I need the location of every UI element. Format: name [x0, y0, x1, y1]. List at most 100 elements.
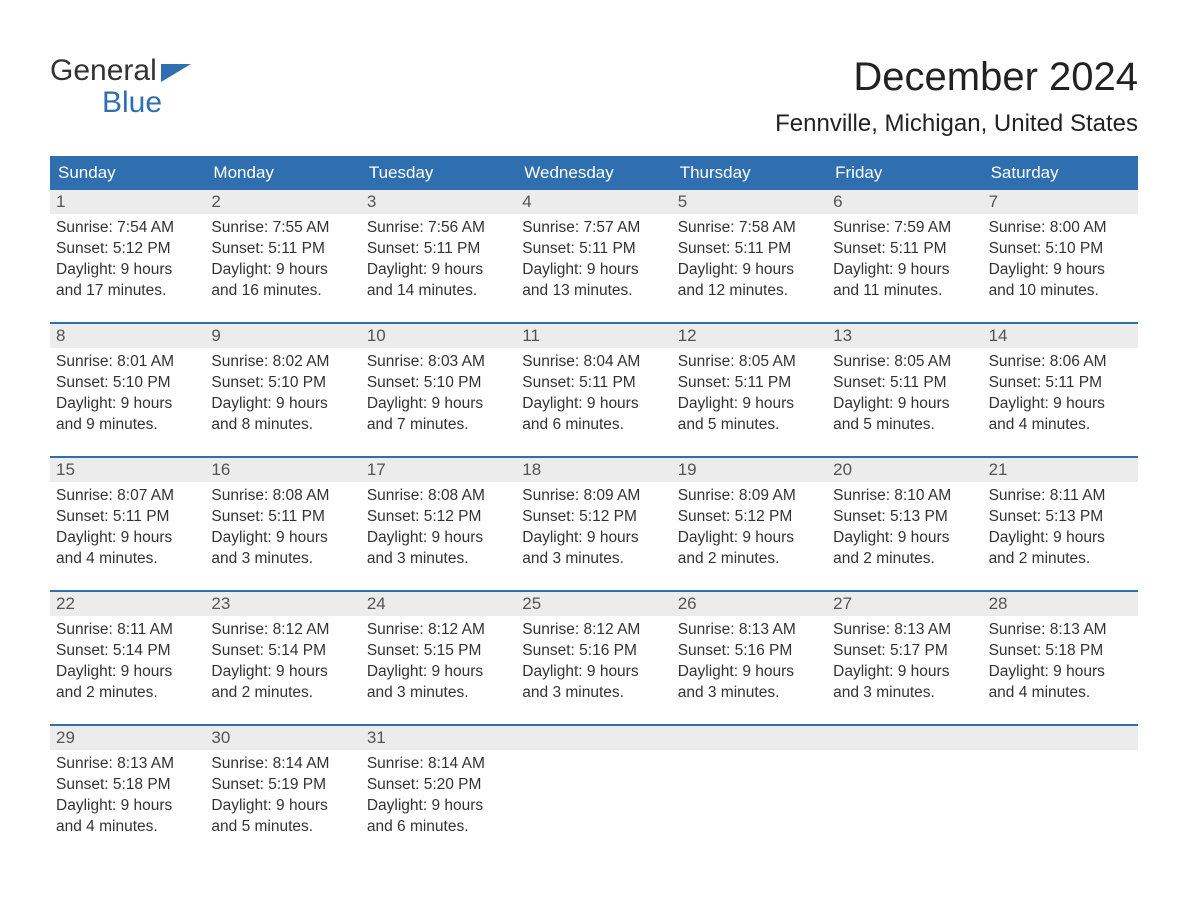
date-number	[516, 726, 671, 750]
logo-text-top: General	[50, 55, 157, 87]
sunset-text: Sunset: 5:11 PM	[211, 507, 354, 528]
sunrise-text: Sunrise: 8:09 AM	[522, 486, 665, 507]
daylight-text: Daylight: 9 hours	[367, 662, 510, 683]
sunrise-text: Sunrise: 8:09 AM	[678, 486, 821, 507]
day-cell	[672, 750, 827, 852]
sunrise-text: Sunrise: 8:07 AM	[56, 486, 199, 507]
sunset-text: Sunset: 5:12 PM	[522, 507, 665, 528]
daylight-text: Daylight: 9 hours	[989, 662, 1132, 683]
day-cell: Sunrise: 8:11 AM Sunset: 5:14 PM Dayligh…	[50, 616, 205, 718]
sunset-text: Sunset: 5:12 PM	[678, 507, 821, 528]
sunrise-text: Sunrise: 8:11 AM	[56, 620, 199, 641]
daylight-text: Daylight: 9 hours	[211, 394, 354, 415]
daylight-text: Daylight: 9 hours	[678, 260, 821, 281]
daylight-text: and 17 minutes.	[56, 281, 199, 302]
date-number: 9	[205, 324, 360, 348]
daylight-text: and 3 minutes.	[678, 683, 821, 704]
sunset-text: Sunset: 5:14 PM	[211, 641, 354, 662]
logo-flag-icon	[161, 60, 191, 82]
weekday-header: Sunday	[50, 156, 205, 190]
sunset-text: Sunset: 5:16 PM	[678, 641, 821, 662]
daylight-text: and 6 minutes.	[522, 415, 665, 436]
daylight-text: and 9 minutes.	[56, 415, 199, 436]
daylight-text: Daylight: 9 hours	[367, 796, 510, 817]
daylight-text: and 3 minutes.	[833, 683, 976, 704]
date-number	[983, 726, 1138, 750]
week-block: 15 16 17 18 19 20 21 Sunrise: 8:07 AM Su…	[50, 456, 1138, 590]
header: General Blue December 2024 Fennville, Mi…	[50, 55, 1138, 138]
day-cell: Sunrise: 8:03 AM Sunset: 5:10 PM Dayligh…	[361, 348, 516, 450]
day-cell: Sunrise: 8:11 AM Sunset: 5:13 PM Dayligh…	[983, 482, 1138, 584]
date-number: 24	[361, 592, 516, 616]
sunrise-text: Sunrise: 8:01 AM	[56, 352, 199, 373]
day-cell: Sunrise: 7:59 AM Sunset: 5:11 PM Dayligh…	[827, 214, 982, 316]
content-row: Sunrise: 8:01 AM Sunset: 5:10 PM Dayligh…	[50, 348, 1138, 456]
sunrise-text: Sunrise: 7:55 AM	[211, 218, 354, 239]
date-row: 15 16 17 18 19 20 21	[50, 458, 1138, 482]
weekday-header: Wednesday	[516, 156, 671, 190]
sunset-text: Sunset: 5:11 PM	[833, 239, 976, 260]
sunset-text: Sunset: 5:18 PM	[56, 775, 199, 796]
day-cell: Sunrise: 8:09 AM Sunset: 5:12 PM Dayligh…	[672, 482, 827, 584]
daylight-text: Daylight: 9 hours	[522, 662, 665, 683]
sunrise-text: Sunrise: 8:11 AM	[989, 486, 1132, 507]
day-cell: Sunrise: 7:57 AM Sunset: 5:11 PM Dayligh…	[516, 214, 671, 316]
sunset-text: Sunset: 5:18 PM	[989, 641, 1132, 662]
date-number: 18	[516, 458, 671, 482]
date-number: 7	[983, 190, 1138, 214]
week-block: 8 9 10 11 12 13 14 Sunrise: 8:01 AM Suns…	[50, 322, 1138, 456]
date-number: 20	[827, 458, 982, 482]
logo-text-bottom: Blue	[50, 87, 191, 119]
sunrise-text: Sunrise: 7:54 AM	[56, 218, 199, 239]
daylight-text: and 6 minutes.	[367, 817, 510, 838]
sunrise-text: Sunrise: 8:02 AM	[211, 352, 354, 373]
weekday-header: Thursday	[672, 156, 827, 190]
day-cell: Sunrise: 8:07 AM Sunset: 5:11 PM Dayligh…	[50, 482, 205, 584]
weekday-header: Friday	[827, 156, 982, 190]
daylight-text: Daylight: 9 hours	[678, 394, 821, 415]
daylight-text: Daylight: 9 hours	[833, 662, 976, 683]
daylight-text: and 2 minutes.	[989, 549, 1132, 570]
daylight-text: Daylight: 9 hours	[833, 394, 976, 415]
content-row: Sunrise: 8:07 AM Sunset: 5:11 PM Dayligh…	[50, 482, 1138, 590]
weekday-header-row: Sunday Monday Tuesday Wednesday Thursday…	[50, 156, 1138, 190]
daylight-text: Daylight: 9 hours	[522, 528, 665, 549]
sunset-text: Sunset: 5:11 PM	[522, 239, 665, 260]
daylight-text: Daylight: 9 hours	[56, 260, 199, 281]
day-cell: Sunrise: 7:55 AM Sunset: 5:11 PM Dayligh…	[205, 214, 360, 316]
date-number: 6	[827, 190, 982, 214]
sunrise-text: Sunrise: 8:10 AM	[833, 486, 976, 507]
sunrise-text: Sunrise: 8:04 AM	[522, 352, 665, 373]
daylight-text: Daylight: 9 hours	[211, 662, 354, 683]
daylight-text: Daylight: 9 hours	[56, 796, 199, 817]
daylight-text: Daylight: 9 hours	[989, 528, 1132, 549]
day-cell: Sunrise: 8:00 AM Sunset: 5:10 PM Dayligh…	[983, 214, 1138, 316]
sunrise-text: Sunrise: 8:14 AM	[367, 754, 510, 775]
daylight-text: and 5 minutes.	[833, 415, 976, 436]
sunrise-text: Sunrise: 8:08 AM	[211, 486, 354, 507]
daylight-text: Daylight: 9 hours	[367, 528, 510, 549]
sunset-text: Sunset: 5:13 PM	[833, 507, 976, 528]
daylight-text: and 14 minutes.	[367, 281, 510, 302]
daylight-text: and 3 minutes.	[211, 549, 354, 570]
date-number: 25	[516, 592, 671, 616]
sunrise-text: Sunrise: 8:12 AM	[367, 620, 510, 641]
calendar: Sunday Monday Tuesday Wednesday Thursday…	[50, 156, 1138, 858]
weekday-header: Monday	[205, 156, 360, 190]
sunrise-text: Sunrise: 8:05 AM	[833, 352, 976, 373]
sunrise-text: Sunrise: 8:12 AM	[522, 620, 665, 641]
date-number: 17	[361, 458, 516, 482]
day-cell: Sunrise: 8:05 AM Sunset: 5:11 PM Dayligh…	[672, 348, 827, 450]
date-number: 2	[205, 190, 360, 214]
date-row: 8 9 10 11 12 13 14	[50, 324, 1138, 348]
date-row: 1 2 3 4 5 6 7	[50, 190, 1138, 214]
sunrise-text: Sunrise: 8:06 AM	[989, 352, 1132, 373]
sunrise-text: Sunrise: 7:56 AM	[367, 218, 510, 239]
sunset-text: Sunset: 5:12 PM	[56, 239, 199, 260]
sunset-text: Sunset: 5:17 PM	[833, 641, 976, 662]
sunrise-text: Sunrise: 8:13 AM	[833, 620, 976, 641]
location-subtitle: Fennville, Michigan, United States	[775, 110, 1138, 138]
sunset-text: Sunset: 5:10 PM	[367, 373, 510, 394]
sunset-text: Sunset: 5:11 PM	[56, 507, 199, 528]
date-number	[672, 726, 827, 750]
